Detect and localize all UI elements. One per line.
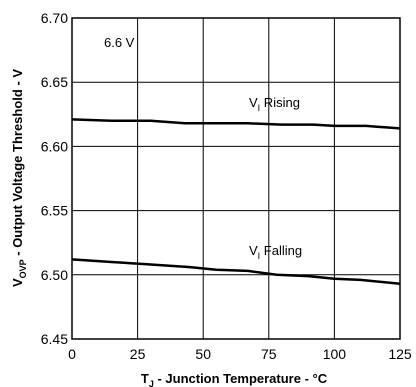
- series-line-rising: [71, 118, 401, 130]
- series-label-falling: VI Falling: [249, 243, 302, 261]
- y-tick-label: 6.55: [41, 203, 68, 219]
- x-tick-label: 50: [195, 346, 211, 362]
- x-tick-label: 125: [388, 346, 412, 362]
- y-tick-label: 6.60: [41, 138, 68, 154]
- series-label-rising: VI Rising: [249, 95, 300, 113]
- x-tick-label: 75: [261, 346, 277, 362]
- y-tick-label: 6.70: [41, 10, 68, 26]
- plot-frame: [71, 17, 401, 340]
- x-tick-label: 0: [68, 346, 76, 362]
- x-tick-label: 25: [130, 346, 146, 362]
- y-tick-label: 6.65: [41, 74, 68, 90]
- x-tick-label: 100: [323, 346, 347, 362]
- y-axis-title: VOVP - Output Voltage Threshold - V: [10, 69, 28, 287]
- series-line-falling: [71, 258, 401, 286]
- y-tick-label: 6.50: [41, 267, 68, 283]
- annotation-label: 6.6 V: [104, 35, 135, 50]
- grid-lines: [72, 18, 400, 339]
- y-tick-label: 6.45: [41, 331, 68, 347]
- tick-labels: 0 25 50 75 100 125 6.45 6.50 6.55 6.60 6.65 6.70: [41, 10, 412, 362]
- data-series: [71, 118, 401, 286]
- x-axis-title: TJ - Junction Temperature - °C: [141, 371, 328, 387]
